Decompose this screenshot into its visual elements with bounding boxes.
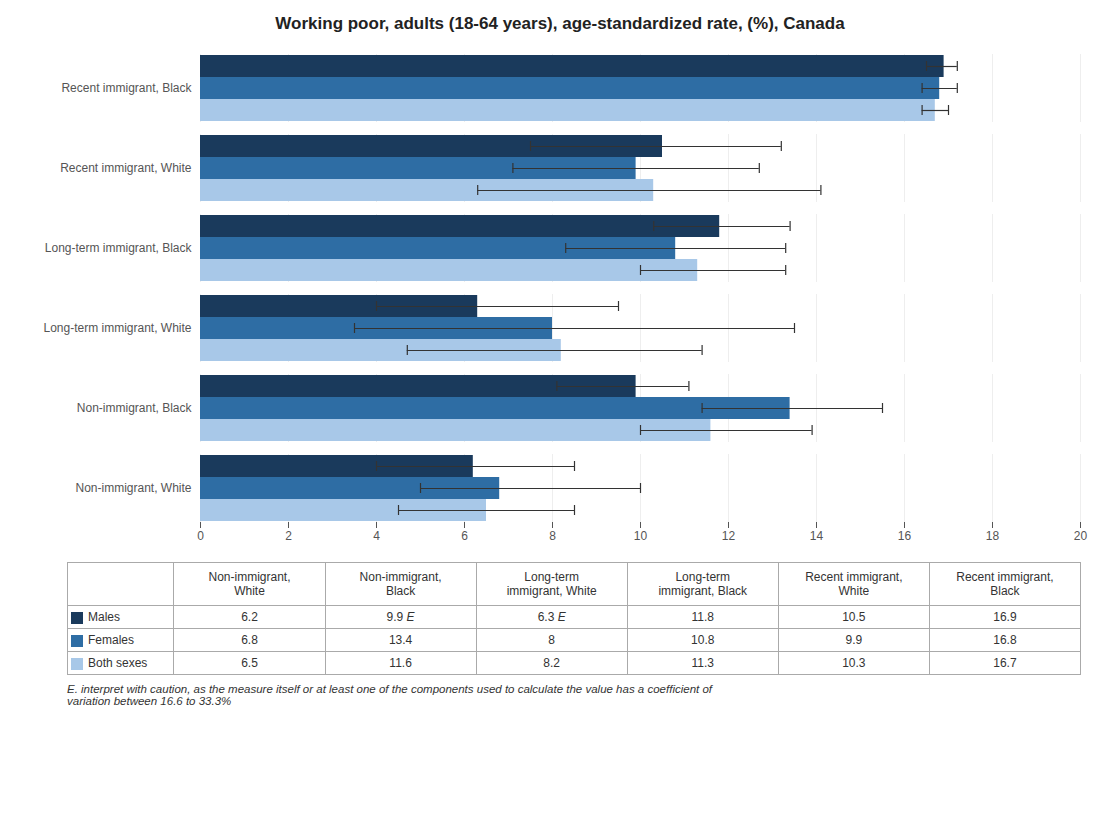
html-text:16.7: 16.7 (993, 656, 1017, 670)
svg-text:10: 10 (634, 529, 648, 543)
html-text:Both sexes: Both sexes (88, 656, 148, 670)
svg-text:14: 14 (810, 529, 824, 543)
html-text:10.5: 10.5 (842, 610, 866, 624)
html-text:Females: Females (88, 633, 134, 647)
html-text:16.9: 16.9 (993, 610, 1017, 624)
html-text:11.8: 11.8 (691, 610, 714, 624)
html-text:8.2: 8.2 (543, 656, 560, 670)
svg-text:18: 18 (986, 529, 1000, 543)
html-text:6.8: 6.8 (241, 633, 258, 647)
svg-text:Long-term immigrant, Black: Long-term immigrant, Black (45, 241, 193, 255)
html-text:Long-term immigrant, White: Long-term immigrant, White (506, 570, 597, 598)
svg-text:Non-immigrant, White: Non-immigrant, White (75, 481, 191, 495)
html-text:11.3: 11.3 (691, 656, 714, 670)
html-text:10.8: 10.8 (691, 633, 715, 647)
svg-text:Recent immigrant, Black: Recent immigrant, Black (61, 81, 192, 95)
svg-text:Long-term immigrant, White: Long-term immigrant, White (43, 321, 191, 335)
html-text:9.9: 9.9 (845, 633, 863, 647)
html-text:6.3 E: 6.3 E (537, 610, 566, 624)
html-text:6.2: 6.2 (241, 610, 258, 624)
svg-text:12: 12 (722, 529, 736, 543)
html-text:E. interpret with caution, as: E. interpret with caution, as the measur… (67, 683, 712, 707)
svg-text:2: 2 (285, 529, 292, 543)
html-text:13.4: 13.4 (388, 633, 413, 647)
html-text:Long-term immigrant, Black: Long-term immigrant, Black (658, 570, 748, 598)
html-text:Non-immigrant, Black: Non-immigrant, Black (359, 570, 442, 598)
svg-text:Non-immigrant, Black: Non-immigrant, Black (77, 401, 193, 415)
svg-text:16: 16 (898, 529, 912, 543)
html-text:Recent immigrant, White: Recent immigrant, White (805, 570, 903, 598)
svg-text:8: 8 (549, 529, 556, 543)
html-text:Non-immigrant, White: Non-immigrant, White (208, 570, 291, 598)
html-text:10.3: 10.3 (842, 656, 866, 670)
html-text:Recent immigrant, Black: Recent immigrant, Black (956, 570, 1054, 598)
svg-text:Recent immigrant, White: Recent immigrant, White (60, 161, 192, 175)
html-text:Males: Males (88, 610, 120, 624)
svg-text:0: 0 (197, 529, 204, 543)
html-text:6.5: 6.5 (241, 656, 258, 670)
html-text:8: 8 (548, 633, 555, 647)
html-text:16.8: 16.8 (993, 633, 1017, 647)
svg-text:6: 6 (461, 529, 468, 543)
svg-text:4: 4 (373, 529, 380, 543)
html-text:Working poor, adults (18-64 ye: Working poor, adults (18-64 years), age-… (275, 14, 845, 33)
html-text:11.6: 11.6 (389, 656, 412, 670)
html-text:9.9 E: 9.9 E (386, 610, 415, 624)
svg-text:20: 20 (1074, 529, 1088, 543)
